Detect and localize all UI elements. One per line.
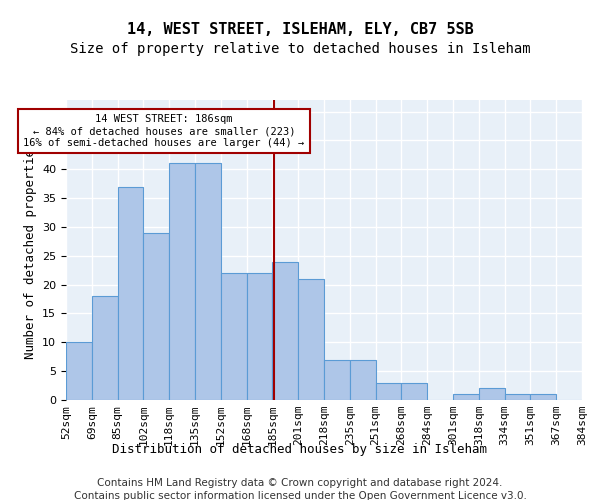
Y-axis label: Number of detached properties: Number of detached properties [23, 141, 37, 359]
Bar [479, 388, 505, 400]
Text: 14 WEST STREET: 186sqm
← 84% of detached houses are smaller (223)
16% of semi-de: 14 WEST STREET: 186sqm ← 84% of detached… [23, 114, 305, 148]
Text: Distribution of detached houses by size in Isleham: Distribution of detached houses by size … [113, 442, 487, 456]
Bar [272, 262, 298, 400]
Bar [401, 382, 427, 400]
Bar [350, 360, 376, 400]
Text: 14, WEST STREET, ISLEHAM, ELY, CB7 5SB: 14, WEST STREET, ISLEHAM, ELY, CB7 5SB [127, 22, 473, 38]
Text: Contains HM Land Registry data © Crown copyright and database right 2024.: Contains HM Land Registry data © Crown c… [97, 478, 503, 488]
Bar [169, 164, 195, 400]
Bar [92, 296, 118, 400]
Bar [66, 342, 92, 400]
Bar [247, 273, 272, 400]
Bar [195, 164, 221, 400]
Bar [324, 360, 350, 400]
Text: Contains public sector information licensed under the Open Government Licence v3: Contains public sector information licen… [74, 491, 526, 500]
Bar [118, 186, 143, 400]
Bar [221, 273, 247, 400]
Bar [453, 394, 479, 400]
Bar [530, 394, 556, 400]
Bar [376, 382, 401, 400]
Bar [143, 232, 169, 400]
Bar [298, 279, 324, 400]
Bar [505, 394, 530, 400]
Text: Size of property relative to detached houses in Isleham: Size of property relative to detached ho… [70, 42, 530, 56]
